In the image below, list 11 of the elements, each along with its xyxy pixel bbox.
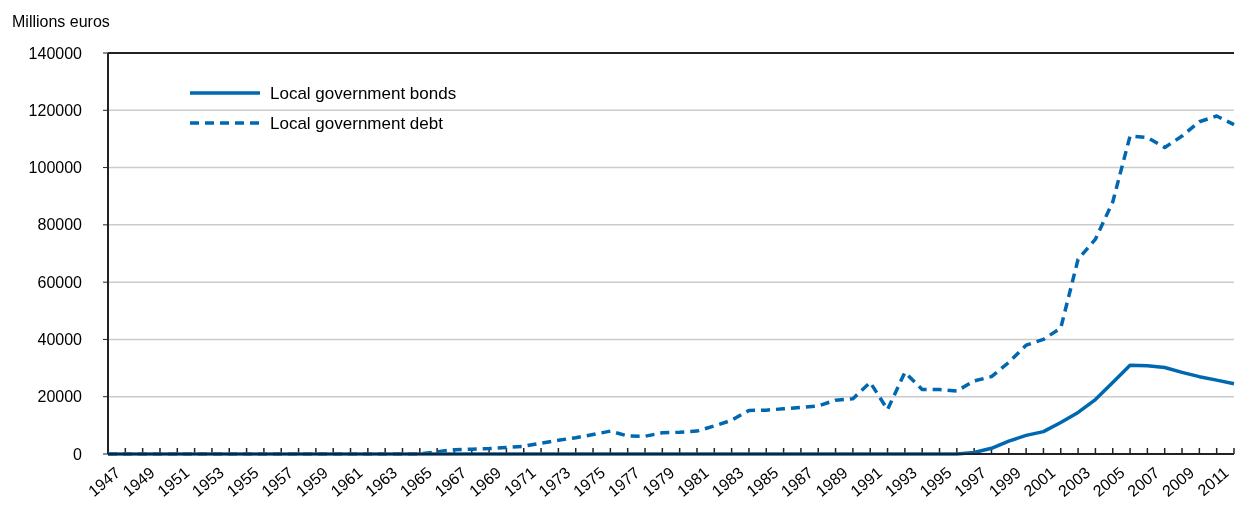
legend-label: Local government debt bbox=[270, 113, 444, 133]
y-axis-title: Millions euros bbox=[12, 13, 110, 30]
y-tick-label: 60000 bbox=[37, 273, 83, 291]
y-tick-label: 80000 bbox=[37, 216, 83, 234]
y-tick-label: 40000 bbox=[37, 331, 83, 349]
y-tick-label: 120000 bbox=[28, 101, 83, 119]
y-tick-label: 0 bbox=[73, 445, 83, 463]
y-tick-label: 100000 bbox=[28, 159, 83, 177]
y-tick-label: 20000 bbox=[37, 388, 83, 406]
y-tick-label: 140000 bbox=[28, 44, 83, 62]
legend-label: Local government bonds bbox=[270, 83, 457, 103]
